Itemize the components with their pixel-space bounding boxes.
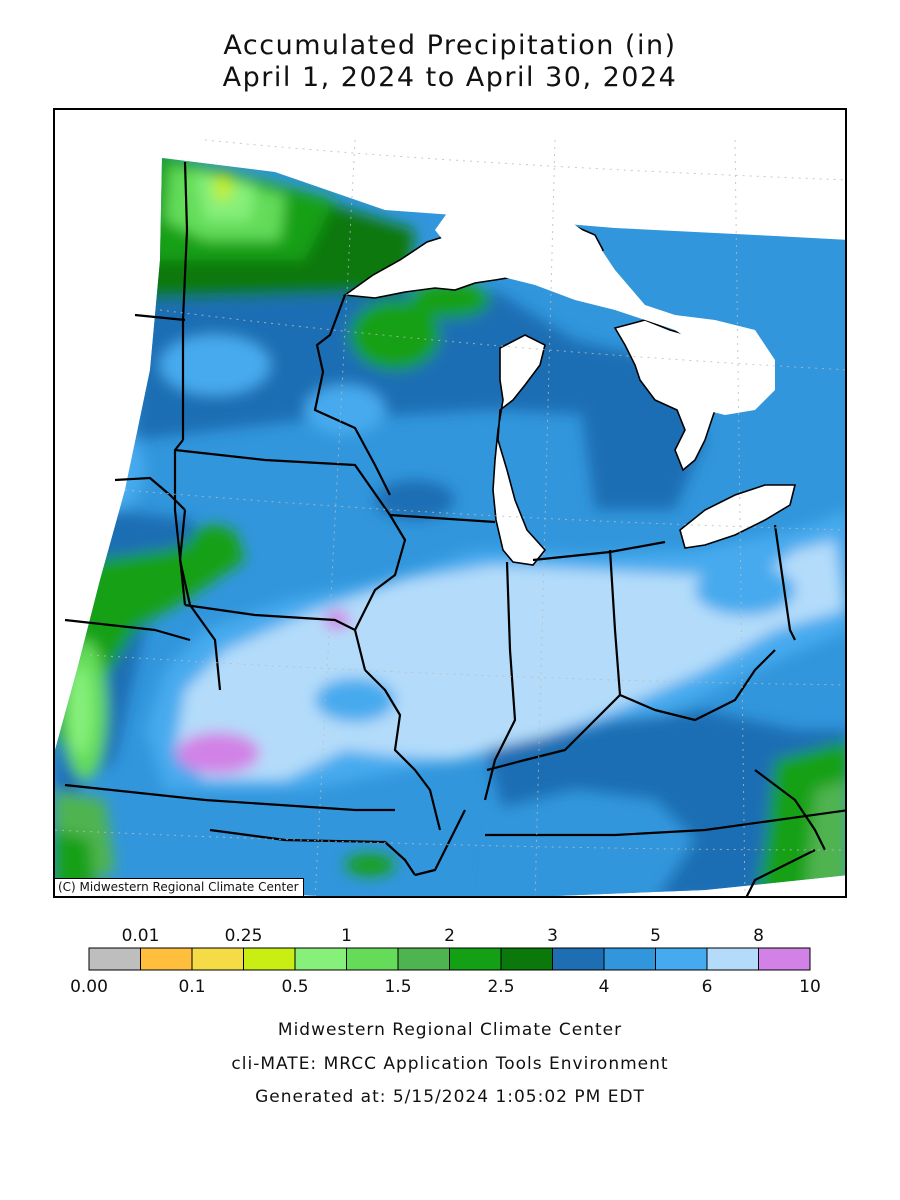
legend-swatch (758, 947, 811, 971)
footer-generated: Generated at: 5/15/2024 1:05:02 PM EDT (255, 1087, 645, 1107)
legend-swatch (243, 947, 296, 971)
legend-label-bottom: 0.1 (178, 977, 205, 997)
map-credit: (C) Midwestern Regional Climate Center (55, 878, 304, 896)
legend-swatch (706, 947, 759, 971)
legend-swatch (140, 947, 193, 971)
legend-swatch (294, 947, 347, 971)
footer-tool: cli-MATE: MRCC Application Tools Environ… (231, 1054, 669, 1074)
legend-swatch (449, 947, 502, 971)
legend-label-bottom: 2.5 (487, 977, 514, 997)
legend-label-top: 5 (650, 926, 661, 946)
legend-label-bottom: 1.5 (384, 977, 411, 997)
legend-label-top: 3 (547, 926, 558, 946)
legend-swatch (552, 947, 605, 971)
graticule (55, 139, 845, 896)
legend-swatch (88, 947, 141, 971)
legend-swatch (346, 947, 399, 971)
legend-label-bottom: 0.5 (281, 977, 308, 997)
legend-swatch (500, 947, 553, 971)
legend-label-bottom: 4 (599, 977, 610, 997)
legend-label-top: 0.01 (122, 926, 160, 946)
legend-label-bottom: 10 (799, 977, 821, 997)
legend-label-top: 1 (341, 926, 352, 946)
footer-organization: Midwestern Regional Climate Center (277, 1020, 623, 1040)
legend-label-top: 8 (753, 926, 764, 946)
color-legend: 0.01 0.25 1 2 3 5 8 0.00 0.1 0.5 1.5 2.5 4 6 10 (70, 926, 821, 997)
precipitation-map: (C) Midwestern Regional Climate Center (53, 108, 847, 898)
state-borders (64, 161, 845, 896)
map-title: Accumulated Precipitation (in) (223, 30, 677, 61)
legend-swatch (603, 947, 656, 971)
legend-label-bottom: 0.00 (70, 977, 108, 997)
map-canvas (55, 139, 845, 896)
legend-swatch (655, 947, 708, 971)
legend-label-top: 2 (444, 926, 455, 946)
map-date-range: April 1, 2024 to April 30, 2024 (222, 62, 678, 93)
legend-swatch (191, 947, 244, 971)
legend-swatch (397, 947, 450, 971)
legend-label-top: 0.25 (225, 926, 263, 946)
legend-label-bottom: 6 (702, 977, 713, 997)
